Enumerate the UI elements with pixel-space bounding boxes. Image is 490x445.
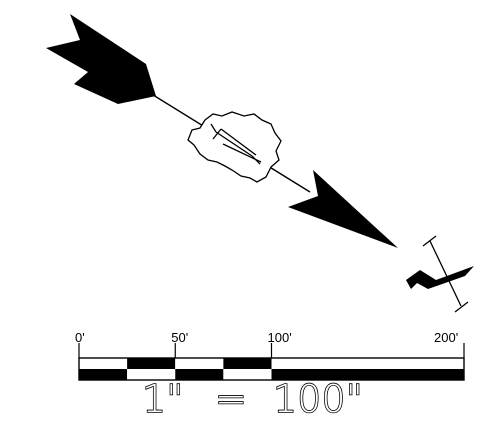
scale-segment-top-0 xyxy=(79,358,128,369)
scale-segment-bottom-4 xyxy=(271,369,464,380)
north-arrow-icon xyxy=(46,14,474,313)
graphic-scale-bar: 0' 50' 100' 200' xyxy=(75,330,465,381)
scale-segment-top-4 xyxy=(271,358,464,369)
scale-tick-label-2: 100' xyxy=(268,330,292,345)
scale-equals-sign: = xyxy=(215,377,247,421)
scale-segment-bottom-1 xyxy=(127,369,176,380)
north-arrow-head-icon xyxy=(288,170,398,248)
scale-segment-bottom-2 xyxy=(175,369,224,380)
scale-segment-bottom-0 xyxy=(79,369,128,380)
site-outline-icon xyxy=(187,111,282,183)
scale-tick-label-3: 200' xyxy=(434,330,458,345)
scale-tick-label-1: 50' xyxy=(171,330,188,345)
scale-segment-top-3 xyxy=(223,358,272,369)
scale-tick-label-0: 0' xyxy=(75,330,85,345)
north-letter-icon xyxy=(406,235,474,313)
north-arrow-tail-icon xyxy=(46,14,156,104)
scale-right-value: 100" xyxy=(273,377,363,421)
scale-segment-bottom-3 xyxy=(223,369,272,380)
scale-segment-top-2 xyxy=(175,358,224,369)
scale-left-value: 1" xyxy=(142,377,184,421)
site-north-glyph-icon xyxy=(210,123,262,165)
scale-segment-top-1 xyxy=(127,358,176,369)
